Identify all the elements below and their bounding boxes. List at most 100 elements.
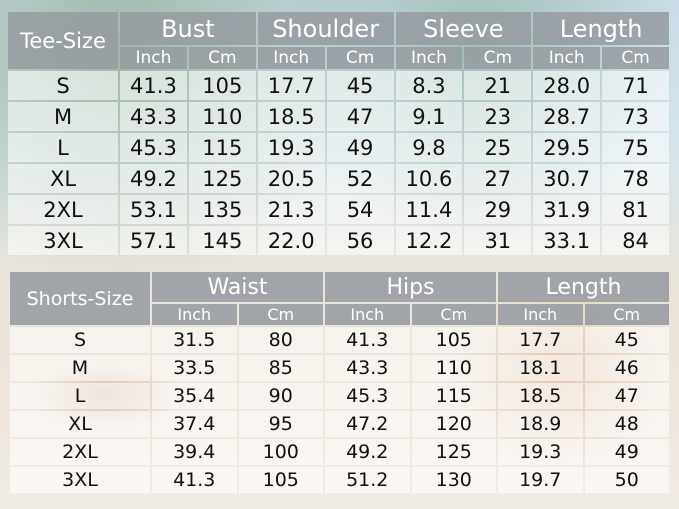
unit-inch-header: Inch: [395, 47, 463, 69]
shorts-size-label: M: [10, 355, 150, 381]
shorts-measurement-cell: 50: [584, 467, 669, 493]
tee-measurement-cell: 145: [188, 226, 256, 255]
shorts-table-row: M 33.5 85 43.3 110 18.1 46: [10, 355, 669, 381]
tee-measurement-cell: 29.5: [533, 133, 601, 162]
shorts-size-label: 3XL: [10, 467, 150, 493]
shorts-size-chart: Shorts-Size Waist Hips Length Inch Cm In…: [8, 270, 671, 495]
tee-measurement-cell: 73: [602, 102, 669, 131]
tee-measurement-cell: 81: [602, 195, 669, 224]
shorts-measurement-cell: 17.7: [498, 327, 583, 353]
tee-size-label: L: [8, 133, 118, 162]
tee-bust-header: Bust: [120, 12, 256, 45]
tee-size-header: Tee-Size: [8, 12, 118, 69]
tee-measurement-cell: 71: [602, 71, 669, 100]
shorts-measurement-cell: 18.9: [498, 411, 583, 437]
shorts-measurement-cell: 85: [238, 355, 323, 381]
tee-measurement-cell: 17.7: [257, 71, 325, 100]
shorts-measurement-cell: 45: [584, 327, 669, 353]
shorts-measurement-cell: 41.3: [152, 467, 237, 493]
shorts-measurement-cell: 95: [238, 411, 323, 437]
shorts-measurement-cell: 35.4: [152, 383, 237, 409]
tee-measurement-cell: 105: [188, 71, 256, 100]
tee-sleeve-header: Sleeve: [395, 12, 532, 45]
tee-size-label: 2XL: [8, 195, 118, 224]
shorts-measurement-cell: 31.5: [152, 327, 237, 353]
tee-measurement-cell: 8.3: [395, 71, 463, 100]
shorts-measurement-cell: 47: [584, 383, 669, 409]
tee-measurement-cell: 10.6: [395, 164, 463, 193]
tee-measurement-cell: 45.3: [120, 133, 187, 162]
tee-size-chart: Tee-Size Bust Shoulder Sleeve Length Inc…: [6, 10, 671, 257]
tee-table-row: M 43.3 110 18.5 47 9.1 23 28.7 73: [8, 102, 669, 131]
tee-measurement-cell: 53.1: [120, 195, 187, 224]
tee-measurement-cell: 27: [464, 164, 532, 193]
unit-inch-header: Inch: [257, 47, 325, 69]
tee-measurement-cell: 11.4: [395, 195, 463, 224]
shorts-measurement-cell: 19.3: [498, 439, 583, 465]
tee-measurement-cell: 20.5: [257, 164, 325, 193]
tee-length-header: Length: [533, 12, 669, 45]
shorts-size-header: Shorts-Size: [10, 272, 150, 325]
shorts-measurement-cell: 39.4: [152, 439, 237, 465]
tee-measurement-cell: 28.7: [533, 102, 601, 131]
shorts-measurement-cell: 90: [238, 383, 323, 409]
tee-measurement-cell: 12.2: [395, 226, 463, 255]
tee-table-row: 3XL 57.1 145 22.0 56 12.2 31 33.1 84: [8, 226, 669, 255]
tee-measurement-cell: 41.3: [120, 71, 187, 100]
tee-measurement-cell: 19.3: [257, 133, 325, 162]
shorts-table-row: XL 37.4 95 47.2 120 18.9 48: [10, 411, 669, 437]
unit-inch-header: Inch: [498, 304, 583, 325]
unit-cm-header: Cm: [584, 304, 669, 325]
tee-measurement-cell: 125: [188, 164, 256, 193]
shorts-measurement-cell: 18.1: [498, 355, 583, 381]
tee-size-label: 3XL: [8, 226, 118, 255]
shorts-measurement-cell: 100: [238, 439, 323, 465]
tee-table-row: L 45.3 115 19.3 49 9.8 25 29.5 75: [8, 133, 669, 162]
tee-table-row: S 41.3 105 17.7 45 8.3 21 28.0 71: [8, 71, 669, 100]
tee-measurement-cell: 28.0: [533, 71, 601, 100]
shorts-table-row: 3XL 41.3 105 51.2 130 19.7 50: [10, 467, 669, 493]
tee-measurement-cell: 43.3: [120, 102, 187, 131]
tee-measurement-cell: 22.0: [257, 226, 325, 255]
tee-shoulder-header: Shoulder: [257, 12, 394, 45]
tee-measurement-cell: 56: [326, 226, 394, 255]
tee-measurement-cell: 45: [326, 71, 394, 100]
tee-measurement-cell: 135: [188, 195, 256, 224]
tee-size-label: S: [8, 71, 118, 100]
tee-measurement-cell: 18.5: [257, 102, 325, 131]
unit-cm-header: Cm: [602, 47, 669, 69]
shorts-size-label: XL: [10, 411, 150, 437]
shorts-measurement-cell: 120: [411, 411, 496, 437]
shorts-length-header: Length: [498, 272, 669, 302]
tee-measurement-cell: 52: [326, 164, 394, 193]
tee-measurement-cell: 78: [602, 164, 669, 193]
shorts-measurement-cell: 49: [584, 439, 669, 465]
shorts-measurement-cell: 33.5: [152, 355, 237, 381]
tee-measurement-cell: 49: [326, 133, 394, 162]
unit-inch-header: Inch: [325, 304, 410, 325]
shorts-measurement-cell: 49.2: [325, 439, 410, 465]
tee-measurement-cell: 115: [188, 133, 256, 162]
shorts-table-row: 2XL 39.4 100 49.2 125 19.3 49: [10, 439, 669, 465]
shorts-measurement-cell: 37.4: [152, 411, 237, 437]
unit-cm-header: Cm: [188, 47, 256, 69]
shorts-measurement-cell: 125: [411, 439, 496, 465]
shorts-measurement-cell: 46: [584, 355, 669, 381]
tee-measurement-cell: 21.3: [257, 195, 325, 224]
unit-cm-header: Cm: [326, 47, 394, 69]
tee-measurement-cell: 57.1: [120, 226, 187, 255]
shorts-measurement-cell: 105: [238, 467, 323, 493]
tee-table-row: XL 49.2 125 20.5 52 10.6 27 30.7 78: [8, 164, 669, 193]
shorts-measurement-cell: 48: [584, 411, 669, 437]
shorts-size-label: 2XL: [10, 439, 150, 465]
unit-inch-header: Inch: [533, 47, 601, 69]
unit-cm-header: Cm: [464, 47, 532, 69]
tee-measurement-cell: 21: [464, 71, 532, 100]
unit-cm-header: Cm: [411, 304, 496, 325]
shorts-hips-header: Hips: [325, 272, 496, 302]
tee-measurement-cell: 84: [602, 226, 669, 255]
tee-measurement-cell: 25: [464, 133, 532, 162]
tee-measurement-cell: 30.7: [533, 164, 601, 193]
shorts-waist-header: Waist: [152, 272, 323, 302]
tee-measurement-cell: 29: [464, 195, 532, 224]
